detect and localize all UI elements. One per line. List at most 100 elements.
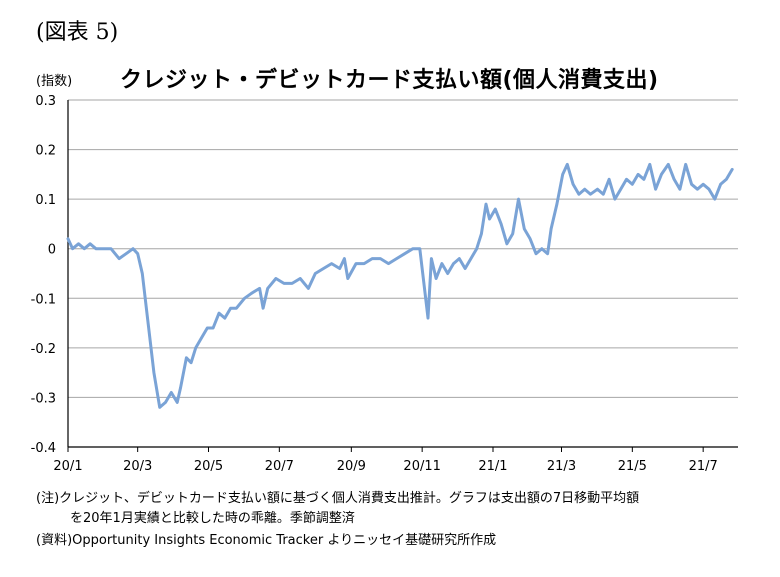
data-point [660, 173, 663, 176]
data-point [642, 178, 646, 181]
data-point [571, 183, 575, 186]
data-point [307, 287, 310, 290]
data-point [713, 197, 716, 201]
data-point [499, 222, 503, 226]
data-point [314, 272, 317, 275]
data-point [484, 202, 488, 206]
data-point [185, 356, 188, 359]
x-tick-label: 20/1 [53, 459, 82, 474]
data-point [469, 257, 473, 260]
data-point [299, 277, 302, 280]
x-tick-label: 20/3 [123, 459, 152, 474]
data-point [152, 371, 156, 374]
chart-title: クレジット・デビットカード支払い額(個人消費支出) [120, 68, 659, 93]
data-point [625, 178, 628, 181]
data-point [613, 197, 617, 201]
data-point [136, 252, 139, 255]
data-point [229, 307, 232, 310]
data-point [523, 227, 526, 231]
data-point [282, 282, 286, 285]
data-point [235, 307, 238, 310]
data-point [730, 168, 734, 171]
data-point [217, 311, 221, 315]
data-point [243, 297, 246, 300]
data-point [346, 277, 350, 280]
data-point [654, 188, 657, 191]
data-point [631, 183, 634, 186]
data-point [395, 257, 398, 260]
data-point [170, 391, 173, 394]
data-point [330, 262, 333, 265]
data-point [94, 247, 98, 250]
data-point [696, 188, 699, 191]
data-point [434, 277, 438, 280]
data-point [387, 262, 390, 265]
data-point [158, 406, 161, 409]
data-point [223, 316, 226, 320]
data-point [678, 188, 682, 191]
data-point [511, 232, 514, 236]
data-point [354, 262, 358, 265]
note-line-1: (注)クレジット、デビットカード支払い額に基づく個人消費支出推計。グラフは支出額… [36, 491, 640, 506]
data-point [274, 277, 278, 280]
data-point [719, 183, 722, 186]
data-point [528, 237, 532, 240]
y-axis-ticks: 0.3 0.2 0.1 0 -0.1 -0.2 -0.3 -0.4 [31, 94, 56, 456]
data-point [475, 247, 478, 250]
data-point [589, 192, 592, 196]
data-point [71, 247, 74, 250]
data-point [322, 267, 325, 270]
data-point [411, 247, 415, 250]
data-point [690, 183, 693, 186]
x-tick-label: 21/7 [689, 459, 718, 474]
data-point [549, 227, 553, 231]
data-point [266, 287, 269, 290]
y-tick-label: 0.2 [35, 144, 56, 159]
y-tick-label: 0.3 [35, 94, 56, 109]
data-point [423, 287, 426, 290]
x-tick-label: 21/3 [547, 459, 576, 474]
data-point [701, 183, 705, 186]
data-point [517, 197, 520, 201]
data-point [619, 188, 622, 191]
y-tick-label: -0.2 [31, 342, 56, 357]
data-point [189, 361, 193, 364]
y-tick-label: 0.1 [35, 193, 56, 208]
data-point [596, 188, 599, 191]
data-point [88, 242, 92, 245]
data-point [480, 232, 483, 236]
y-tick-label: -0.3 [31, 391, 56, 406]
data-point [200, 336, 203, 340]
data-point [83, 247, 86, 250]
data-point [577, 192, 581, 196]
data-point [102, 247, 106, 250]
x-tick-label: 21/1 [478, 459, 507, 474]
data-point [403, 252, 406, 255]
figure-label: (図表 5) [36, 20, 119, 45]
data-point [141, 272, 144, 275]
data-point [379, 257, 382, 260]
data-point [636, 173, 640, 176]
data-point [362, 262, 366, 265]
data-point [175, 401, 179, 404]
data-point [418, 247, 422, 250]
data-point [258, 287, 261, 290]
data-point [566, 163, 569, 166]
data-point [250, 292, 253, 295]
data-point [607, 178, 611, 181]
data-point [648, 163, 651, 166]
data-point [672, 178, 676, 181]
x-tick-label: 20/7 [265, 459, 294, 474]
y-tick-label: 0 [48, 243, 56, 258]
data-point [117, 257, 121, 260]
series-line [66, 162, 734, 409]
data-point [206, 326, 209, 330]
data-point [164, 401, 167, 404]
data-point [463, 267, 467, 270]
data-point [179, 386, 182, 389]
source-note: (資料)Opportunity Insights Economic Tracke… [36, 533, 497, 548]
data-point [452, 262, 455, 265]
data-point [561, 173, 564, 176]
data-point [290, 282, 294, 285]
